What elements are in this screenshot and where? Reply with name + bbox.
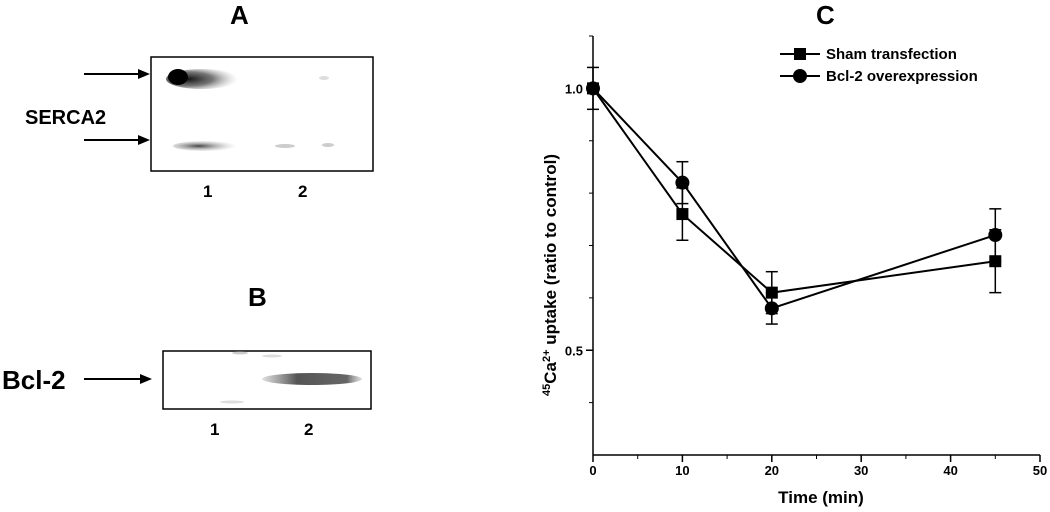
y-axis-label-isotope: 45 xyxy=(541,384,553,396)
circle-marker xyxy=(793,69,807,83)
y-axis-label-text: uptake (ratio to control) xyxy=(541,154,560,350)
series-line xyxy=(592,87,996,310)
circle-marker xyxy=(764,301,779,316)
y-tick-label: 1.0 xyxy=(565,81,583,96)
panel-c-letter: C xyxy=(816,0,835,30)
serca2-arrow-upper xyxy=(84,69,150,79)
square-marker xyxy=(794,48,806,60)
serca2-label: SERCA2 xyxy=(25,107,107,129)
panel-a-lane-2: 2 xyxy=(298,182,308,201)
x-tick-label: 50 xyxy=(1033,463,1047,478)
series-line xyxy=(592,87,996,294)
chart-legend: Sham transfection Bcl-2 overexpression xyxy=(780,46,978,85)
x-tick-label: 10 xyxy=(675,463,689,478)
x-tick-label: 20 xyxy=(765,463,779,478)
x-tick-label: 40 xyxy=(943,463,957,478)
bcl2-western-blot xyxy=(162,350,372,410)
bcl2-arrow xyxy=(84,374,152,384)
bcl2-label: Bcl-2 xyxy=(2,365,66,395)
panel-a-lane-1: 1 xyxy=(203,182,213,201)
square-marker xyxy=(676,208,689,221)
panel-b-lane-2: 2 xyxy=(304,420,314,439)
panel-b-letter: B xyxy=(248,282,267,312)
x-tick-label: 0 xyxy=(589,463,596,478)
x-axis-label: Time (min) xyxy=(778,488,864,507)
circle-marker xyxy=(586,81,600,96)
x-tick-label: 30 xyxy=(854,463,868,478)
legend-label: Bcl-2 overexpression xyxy=(826,68,978,85)
y-axis-label-charge: 2+ xyxy=(541,349,553,362)
panel-a-letter: A xyxy=(230,0,249,30)
panel-b-lane-1: 1 xyxy=(210,420,220,439)
legend-label: Sham transfection xyxy=(826,46,957,63)
y-axis-label-ion: Ca xyxy=(541,361,560,383)
series-2 xyxy=(586,81,1003,325)
chart-axes: 0 10 20 30 40 50 0.5 1.0 xyxy=(565,35,1047,478)
y-tick-label: 0.5 xyxy=(565,343,583,358)
serca2-arrow-lower xyxy=(84,135,150,145)
circle-marker xyxy=(675,175,690,190)
y-axis-label: 45Ca2+ uptake (ratio to control) xyxy=(541,154,560,396)
circle-marker xyxy=(988,228,1003,243)
chart-series xyxy=(586,66,1003,325)
series-1 xyxy=(587,66,1002,315)
serca2-western-blot xyxy=(150,56,374,172)
